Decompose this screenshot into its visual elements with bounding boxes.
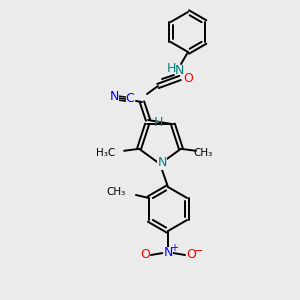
Text: O: O [183,71,193,85]
Text: CH₃: CH₃ [193,148,212,158]
Text: H₃C: H₃C [96,148,115,158]
Text: H: H [166,62,176,76]
Text: CH₃: CH₃ [107,187,126,197]
Text: N: N [174,64,184,76]
Text: N: N [163,247,173,260]
Text: +: + [170,243,178,253]
Text: O: O [140,248,150,262]
Text: −: − [194,246,204,256]
Text: C: C [126,92,134,106]
Text: O: O [186,248,196,262]
Text: N: N [157,157,167,169]
Text: N: N [109,91,119,103]
Text: H: H [153,116,163,130]
